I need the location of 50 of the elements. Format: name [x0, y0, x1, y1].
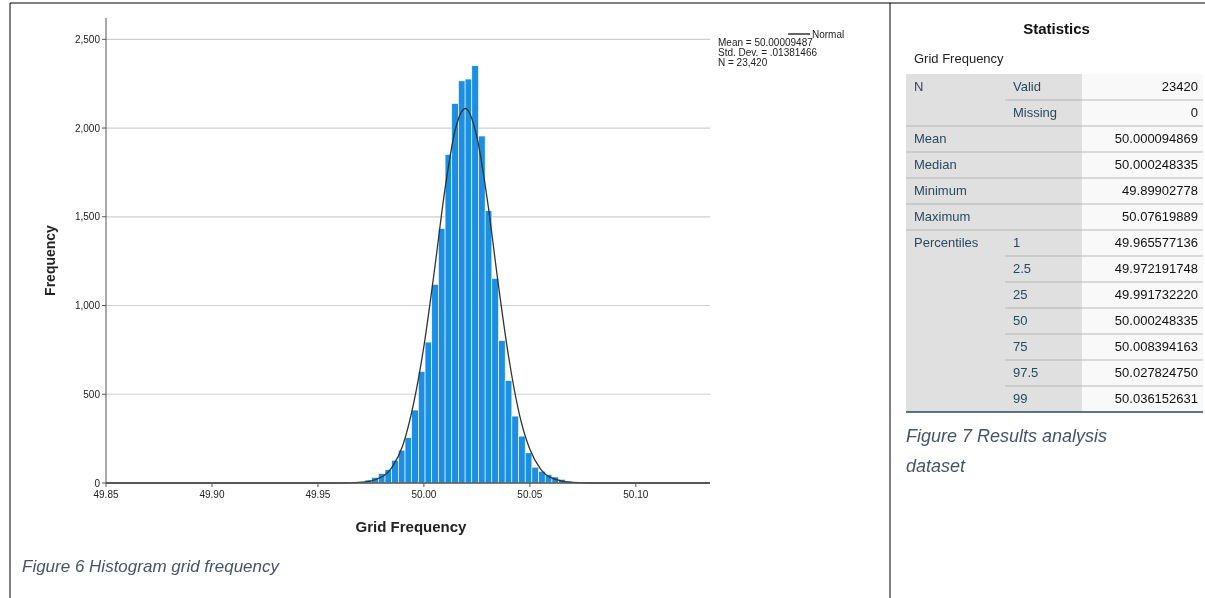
text: Std. Dev. = .01381466: [718, 47, 818, 58]
text: Missing: [1013, 105, 1058, 120]
x-tick-label: 50.05: [517, 489, 543, 500]
text: 50.027824750: [1114, 365, 1198, 380]
text: 50.036152631: [1114, 391, 1198, 406]
text: 0: [1190, 105, 1198, 120]
text: 50.07619889: [1122, 209, 1198, 224]
text: Statistics: [1023, 20, 1090, 37]
y-axis-title: Frequency: [42, 224, 58, 296]
text: Valid: [1013, 79, 1041, 94]
y-tick-label: 2,500: [74, 33, 101, 45]
caption: Figure 7 Results analysis dataset: [906, 426, 1108, 476]
text: 50.008394163: [1114, 339, 1198, 354]
text: 2.5: [1013, 261, 1032, 276]
y-tick-label: 1,500: [74, 211, 101, 223]
text: N = 23,420: [718, 57, 768, 68]
x-tick-label: 49.85: [93, 489, 119, 500]
text: Minimum: [914, 183, 967, 198]
y-tick-label: 0: [94, 477, 101, 489]
text: 49.89902778: [1122, 183, 1198, 198]
text: 75: [1013, 339, 1028, 354]
y-tick-label: 500: [83, 388, 101, 400]
x-axis-title: Grid Frequency: [355, 518, 468, 535]
legend-label: Normal: [812, 28, 845, 40]
text: 49.991732220: [1114, 287, 1198, 302]
text: 23420: [1161, 79, 1198, 94]
x-tick-label: 49.95: [305, 489, 331, 500]
text: 50.000248335: [1114, 157, 1198, 172]
x-tick-label: 50.10: [623, 489, 649, 500]
text: 97.5: [1013, 365, 1039, 380]
text: 25: [1013, 287, 1028, 302]
text: Median: [914, 157, 957, 172]
text: N: [914, 79, 924, 94]
text: 99: [1013, 391, 1028, 406]
text: 49.972191748: [1114, 261, 1198, 276]
text: Grid Frequency: [914, 51, 1005, 66]
text: 50.000248335: [1114, 313, 1198, 328]
y-tick-label: 1,000: [74, 300, 101, 312]
caption: Figure 6 Histogram grid frequency: [22, 557, 281, 576]
x-tick-label: 50.00: [411, 489, 437, 500]
text: Percentiles: [914, 235, 979, 250]
text: 50.000094869: [1114, 131, 1198, 146]
text: Maximum: [914, 209, 971, 224]
text: 1: [1013, 235, 1021, 250]
text: Mean: [914, 131, 947, 146]
x-tick-label: 49.90: [199, 489, 225, 500]
y-tick-label: 2,000: [74, 122, 101, 134]
text: 49.965577136: [1114, 235, 1198, 250]
text: Mean = 50.00009487: [718, 37, 814, 48]
text: 50: [1013, 313, 1028, 328]
